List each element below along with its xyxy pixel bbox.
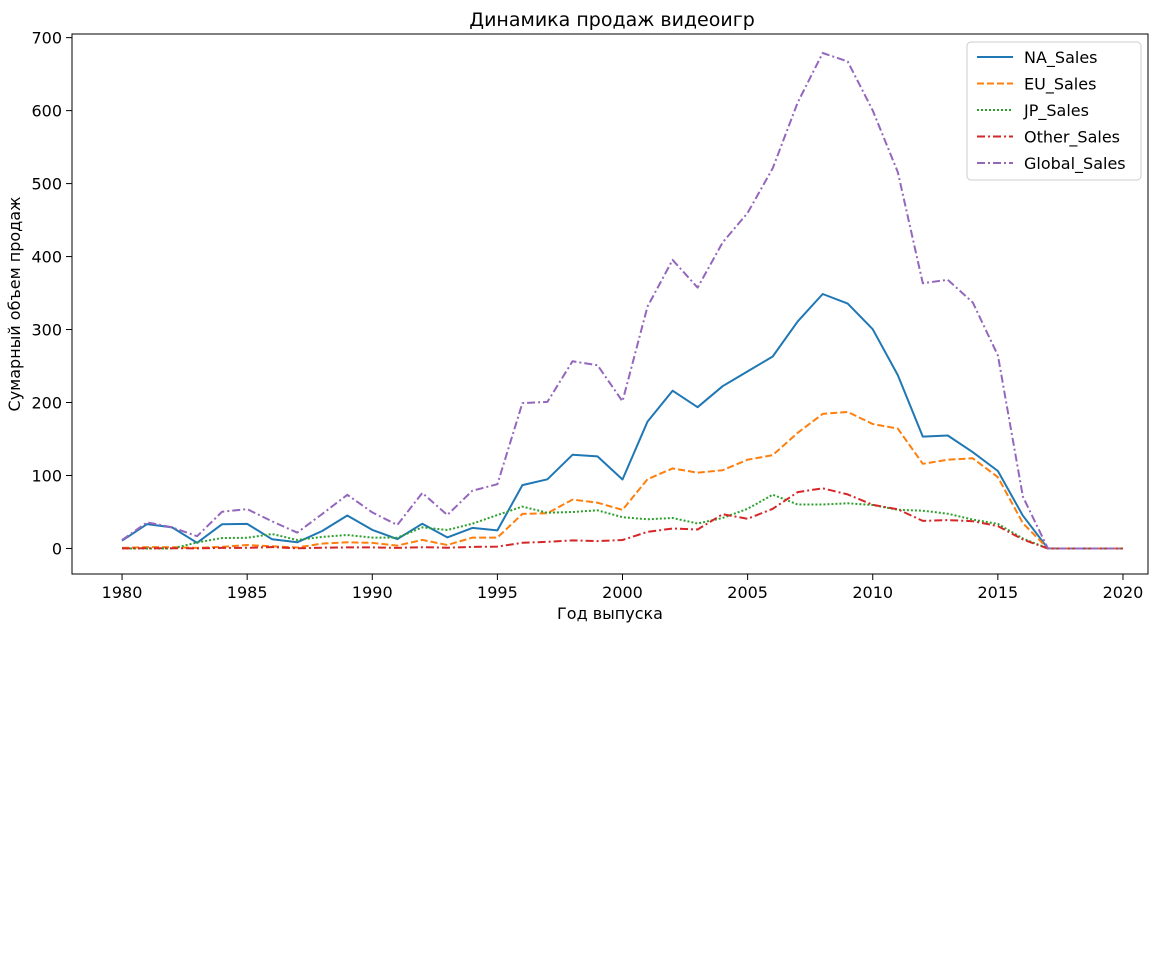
legend-label-jp-sales: JP_Sales <box>1023 101 1089 121</box>
x-tick-label: 2020 <box>1103 583 1144 602</box>
legend-label-other-sales: Other_Sales <box>1024 128 1120 148</box>
y-tick-label: 400 <box>31 248 62 267</box>
x-tick-label: 2000 <box>602 583 643 602</box>
legend-box <box>966 41 1142 181</box>
x-tick-label: 1995 <box>477 583 518 602</box>
y-tick-label: 0 <box>52 539 62 558</box>
legend-label-eu-sales: EU_Sales <box>1024 75 1096 95</box>
legend: NA_Sales EU_Sales JP_Sales Other_Sales Globa… <box>966 41 1142 181</box>
series-line-other-sales <box>121 487 1123 550</box>
legend-label-na-sales: NA_Sales <box>1024 48 1098 68</box>
chart-title: Динамика продаж видеоигр <box>469 9 755 31</box>
x-tick-label: 1980 <box>102 583 143 602</box>
plot-area <box>71 33 1149 575</box>
y-tick-label: 100 <box>31 466 62 485</box>
x-tick-label: 1990 <box>352 583 393 602</box>
y-axis: 0 100 200 300 400 500 600 700 <box>31 29 72 558</box>
x-tick-label: 2010 <box>852 583 893 602</box>
y-tick-label: 700 <box>31 29 62 48</box>
x-axis: 1980 1985 1990 1995 2000 2005 2010 2015 2020 <box>102 574 1144 602</box>
plot-frame <box>71 33 1149 575</box>
x-tick-label: 2015 <box>978 583 1019 602</box>
y-tick-label: 200 <box>31 394 62 413</box>
y-tick-label: 500 <box>31 175 62 194</box>
y-tick-label: 300 <box>31 321 62 340</box>
y-axis-title: Сумарный объем продаж <box>5 197 24 412</box>
legend-items: NA_Sales EU_Sales JP_Sales Other_Sales Globa… <box>977 48 1126 174</box>
series-line-global-sales <box>121 52 1123 550</box>
x-axis-title: Год выпуска <box>557 604 663 623</box>
series-line-na-sales <box>121 293 1123 550</box>
x-tick-label: 2005 <box>727 583 768 602</box>
y-tick-label: 600 <box>31 102 62 121</box>
series-line-jp-sales <box>122 493 1123 550</box>
series-lines <box>121 52 1123 550</box>
x-tick-label: 1985 <box>227 583 268 602</box>
legend-label-global-sales: Global_Sales <box>1024 154 1126 174</box>
